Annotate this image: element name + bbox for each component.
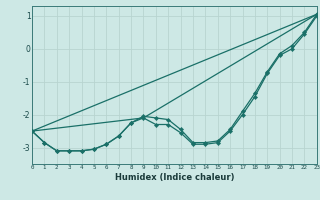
X-axis label: Humidex (Indice chaleur): Humidex (Indice chaleur) xyxy=(115,173,234,182)
